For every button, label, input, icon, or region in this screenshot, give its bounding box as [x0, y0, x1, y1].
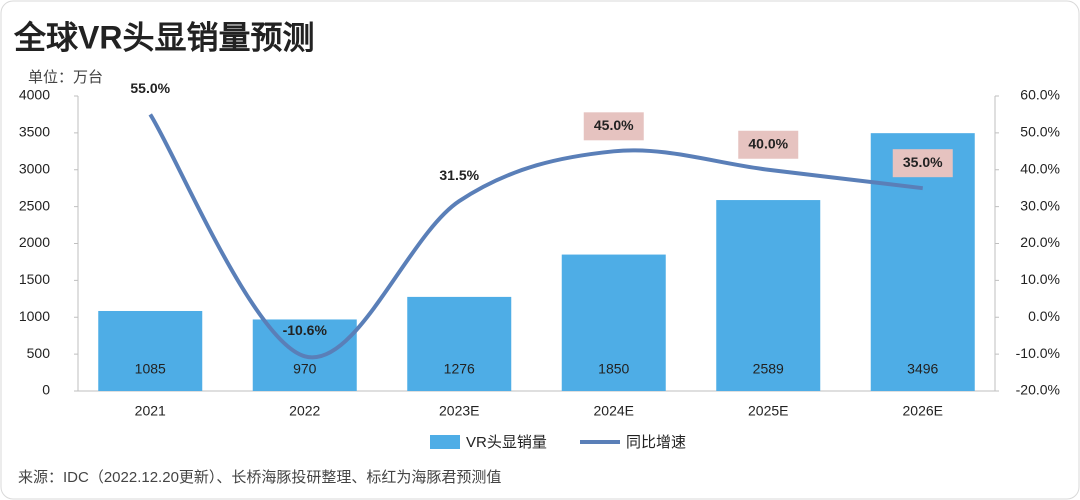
source-note: 来源：IDC（2022.12.20更新）、长桥海豚投研整理、标红为海豚君预测值 [18, 469, 501, 486]
line-value-label: 45.0% [594, 117, 634, 133]
y-tick-label: 2000 [19, 234, 50, 250]
y2-tick-label: 40.0% [1020, 160, 1060, 176]
x-tick-label: 2026E [903, 403, 943, 419]
y2-tick-label: 30.0% [1020, 197, 1060, 213]
bar-value-label: 1085 [135, 361, 166, 377]
x-tick-label: 2024E [594, 403, 634, 419]
bar-value-label: 2589 [753, 361, 784, 377]
y2-tick-label: 50.0% [1020, 124, 1060, 140]
legend-label: 同比增速 [626, 434, 686, 451]
bar [561, 254, 666, 391]
label-highlight [583, 112, 644, 141]
line-value-label: 35.0% [903, 154, 943, 170]
legend-swatch [430, 435, 460, 449]
y-tick-label: 4000 [19, 87, 50, 103]
y-tick-label: 500 [27, 345, 51, 361]
line-value-label: 40.0% [748, 135, 788, 151]
y2-tick-label: 0.0% [1028, 308, 1060, 324]
y-tick-label: 3000 [19, 160, 50, 176]
chart-title: 全球VR头显销量预测 [13, 19, 314, 55]
legend-label: VR头显销量 [466, 434, 547, 451]
bar-value-label: 1850 [598, 361, 629, 377]
label-highlight [892, 149, 953, 178]
bar-value-label: 970 [293, 361, 317, 377]
x-tick-label: 2025E [748, 403, 788, 419]
bar [98, 310, 203, 391]
y-tick-label: 0 [42, 382, 50, 398]
x-tick-label: 2021 [135, 403, 166, 419]
x-tick-label: 2022 [289, 403, 320, 419]
line-value-label: 31.5% [439, 167, 479, 183]
y2-tick-label: -20.0% [1016, 382, 1060, 398]
line-value-label: -10.6% [283, 322, 328, 338]
bar [716, 200, 821, 391]
y2-tick-label: -10.0% [1016, 345, 1060, 361]
x-tick-label: 2023E [439, 403, 479, 419]
y-axis-label: 单位：万台 [28, 69, 103, 86]
y-tick-label: 1000 [19, 308, 50, 324]
y2-tick-label: 10.0% [1020, 271, 1060, 287]
line-value-label: 55.0% [130, 80, 170, 96]
bar-value-label: 3496 [907, 361, 938, 377]
y2-tick-label: 20.0% [1020, 234, 1060, 250]
y-tick-label: 2500 [19, 197, 50, 213]
bar-value-label: 1276 [444, 361, 475, 377]
label-highlight [738, 130, 799, 159]
line [148, 113, 923, 360]
y2-tick-label: 60.0% [1020, 87, 1060, 103]
y-tick-label: 3500 [19, 124, 50, 140]
bar [407, 296, 512, 391]
y-tick-label: 1500 [19, 271, 50, 287]
